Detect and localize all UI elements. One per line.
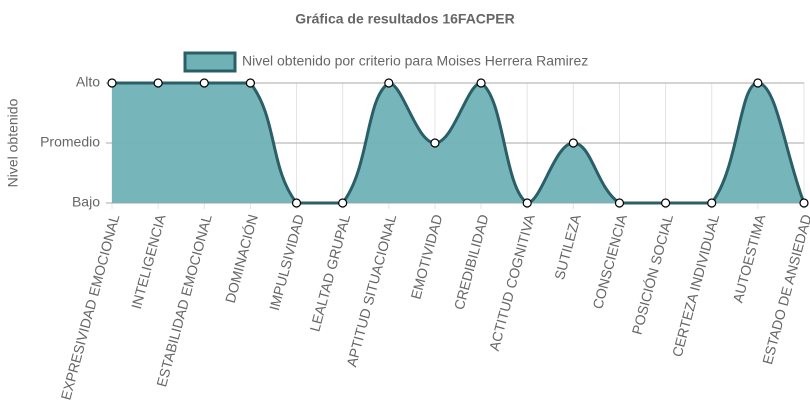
point <box>199 78 209 88</box>
point <box>753 78 763 88</box>
x-tick-label: CONSCIENCIA <box>589 212 630 311</box>
x-tick-label: ACTITUD COGNITIVA <box>486 212 538 353</box>
point <box>153 78 163 88</box>
point <box>707 198 717 208</box>
y-tick-label: Promedio <box>40 134 100 150</box>
x-tick-label: POSICIÓN SOCIAL <box>629 212 677 336</box>
point <box>384 78 394 88</box>
x-tick-label: EMOTIVIDAD <box>407 213 445 301</box>
y-axis-label: Nivel obtenido <box>5 98 21 187</box>
x-tick-label: EXPRESIVIDAD EMOCIONAL <box>57 212 122 401</box>
y-tick-label: Bajo <box>72 194 100 210</box>
point <box>107 78 117 88</box>
x-tick-label: CERTEZA INDIVIDUAL <box>669 212 722 358</box>
point <box>245 78 255 88</box>
legend-label: Nivel obtenido por criterio para Moises … <box>242 53 588 69</box>
x-tick-label: AUTOESTIMA <box>729 212 768 304</box>
point <box>799 198 809 208</box>
x-tick-label: INTELIGENCIA <box>128 212 169 311</box>
point <box>430 138 440 148</box>
point <box>476 78 486 88</box>
point <box>660 198 671 208</box>
y-tick-label: Alto <box>76 74 100 90</box>
point <box>522 198 532 208</box>
x-tick-label: CREDIBILIDAD <box>451 213 492 312</box>
x-tick-label: ESTADO DE ANSIEDAD <box>759 213 810 366</box>
x-tick-label: DOMINACIÓN <box>222 213 261 305</box>
point <box>291 198 302 208</box>
point <box>338 198 348 208</box>
x-tick-label: IMPULSIVIDAD <box>266 213 307 313</box>
chart-title: Gráfica de resultados 16FACPER <box>295 11 514 27</box>
x-tick-label: SUTILEZA <box>551 212 584 281</box>
x-tick-label: LEALTAD GRUPAL <box>306 212 353 333</box>
point <box>568 138 578 148</box>
legend-swatch <box>183 51 237 73</box>
point <box>614 198 625 208</box>
area <box>112 83 804 203</box>
x-tick-label: APTITUD SITUACIONAL <box>343 212 399 368</box>
